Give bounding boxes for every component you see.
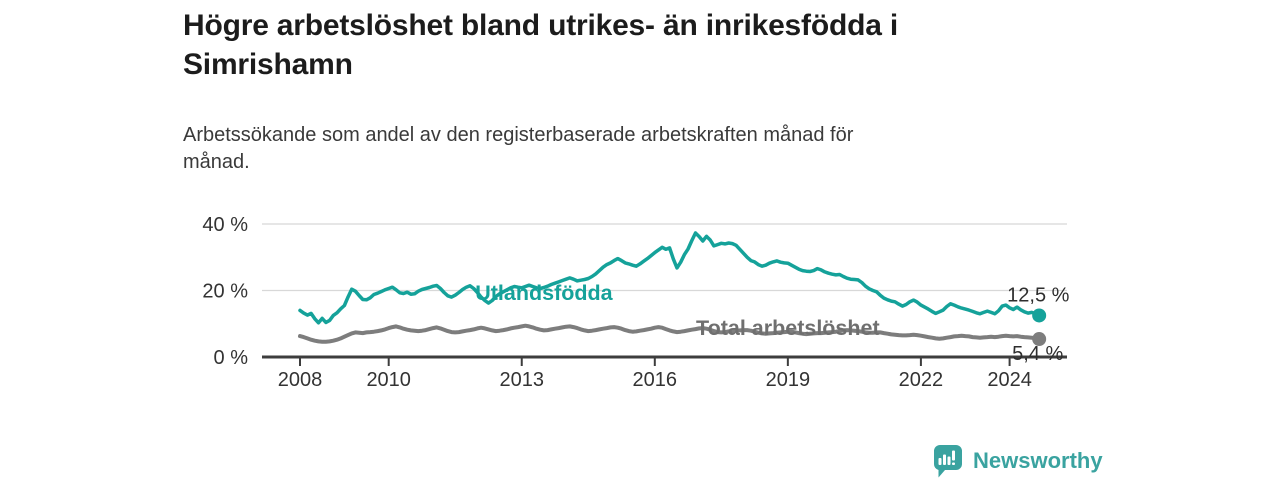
- newsworthy-logo-icon: [933, 445, 962, 478]
- page-title-line1: Högre arbetslöshet bland utrikes- än inr…: [183, 9, 898, 42]
- series-line-utlandsf-dda: [298, 231, 1041, 325]
- y-tick-label: 20 %: [202, 281, 248, 303]
- end-value-label-utlandsf-dda: 12,5 %: [1007, 284, 1069, 306]
- end-dot-total-arbetsl-shet: [1032, 332, 1047, 347]
- brand-footer: Newsworthy: [932, 444, 1103, 478]
- page-title: Högre arbetslöshet bland utrikes- än inr…: [183, 6, 1103, 84]
- brand-name: Newsworthy: [973, 448, 1103, 473]
- x-tick-label: 2024: [987, 369, 1032, 391]
- y-tick-label: 0 %: [214, 347, 249, 369]
- x-tick-label: 2016: [633, 369, 678, 391]
- end-value-label-total-arbetsl-shet: 5,4 %: [1012, 343, 1063, 365]
- series-label-total-arbetsl-shet: Total arbetslöshet: [696, 316, 880, 340]
- chart-subtitle-line1: Arbetssökande som andel av den registerb…: [183, 124, 854, 146]
- series-line-total-arbetsl-shet: [298, 323, 1042, 344]
- chart-subtitle-line2: månad.: [183, 151, 250, 173]
- x-tick-label: 2013: [500, 369, 545, 391]
- x-tick-label: 2008: [278, 369, 323, 391]
- chart-header: Högre arbetslöshet bland utrikes- än inr…: [183, 6, 1103, 84]
- series-label-utlandsf-dda: Utlandsfödda: [475, 281, 613, 305]
- page-title-line2: Simrishamn: [183, 48, 353, 81]
- x-tick-label: 2022: [899, 369, 944, 391]
- chart-subtitle: Arbetssökande som andel av den registerb…: [183, 122, 983, 176]
- y-tick-label: 40 %: [202, 214, 248, 236]
- end-dot-utlandsf-dda: [1032, 308, 1047, 323]
- x-tick-label: 2010: [366, 369, 411, 391]
- x-tick-label: 2019: [766, 369, 811, 391]
